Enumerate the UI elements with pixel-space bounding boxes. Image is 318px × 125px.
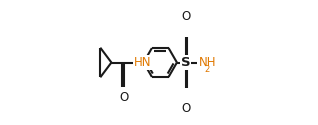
Text: 2: 2: [204, 65, 210, 74]
Text: O: O: [181, 102, 190, 115]
Text: NH: NH: [198, 56, 216, 69]
Text: O: O: [119, 91, 128, 104]
Text: HN: HN: [134, 56, 151, 69]
Text: S: S: [181, 56, 190, 69]
Text: O: O: [181, 10, 190, 23]
